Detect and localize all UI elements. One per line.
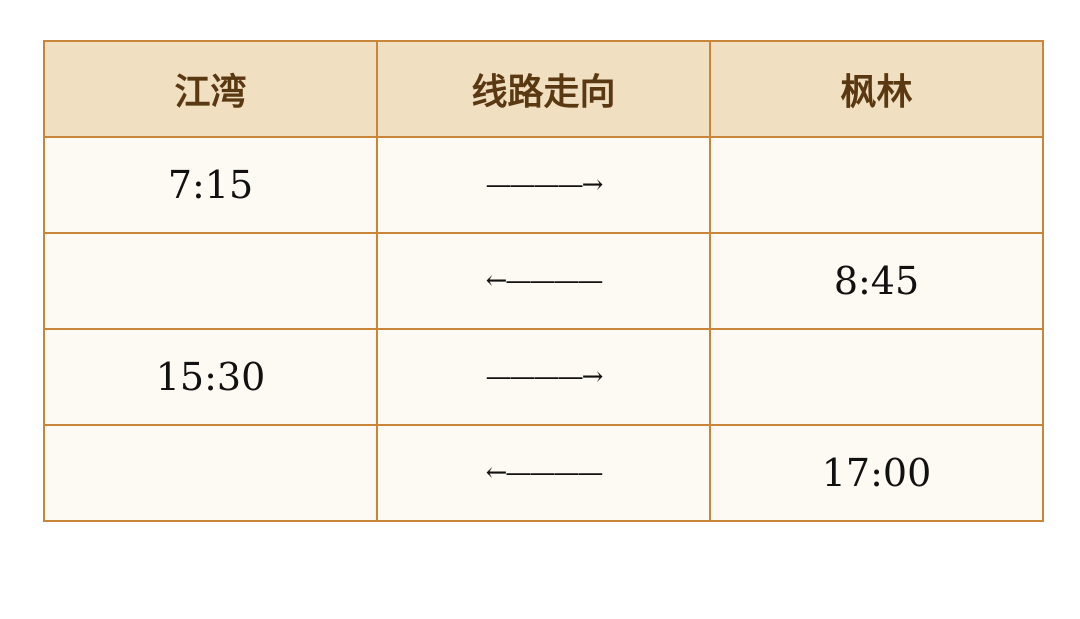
table-row: ←———— 8:45 [43, 232, 1044, 330]
table-row: ←———— 17:00 [43, 424, 1044, 522]
header-jiangwan: 江湾 [43, 40, 378, 138]
cell-jiangwan [43, 232, 378, 330]
cell-jiangwan: 7:15 [43, 136, 378, 234]
cell-direction-arrow: ————→ [376, 328, 711, 426]
table-row: 15:30 ————→ [43, 328, 1044, 426]
cell-direction-arrow: ————→ [376, 136, 711, 234]
schedule-table: 江湾 线路走向 枫林 7:15 ————→ ←———— 8:45 15:30 —… [43, 40, 1044, 522]
cell-direction-arrow: ←———— [376, 424, 711, 522]
cell-jiangwan [43, 424, 378, 522]
cell-fenglin: 8:45 [709, 232, 1044, 330]
table-row: 7:15 ————→ [43, 136, 1044, 234]
header-row: 江湾 线路走向 枫林 [43, 40, 1044, 138]
header-direction: 线路走向 [376, 40, 711, 138]
cell-fenglin: 17:00 [709, 424, 1044, 522]
cell-fenglin [709, 136, 1044, 234]
cell-direction-arrow: ←———— [376, 232, 711, 330]
cell-fenglin [709, 328, 1044, 426]
cell-jiangwan: 15:30 [43, 328, 378, 426]
header-fenglin: 枫林 [709, 40, 1044, 138]
